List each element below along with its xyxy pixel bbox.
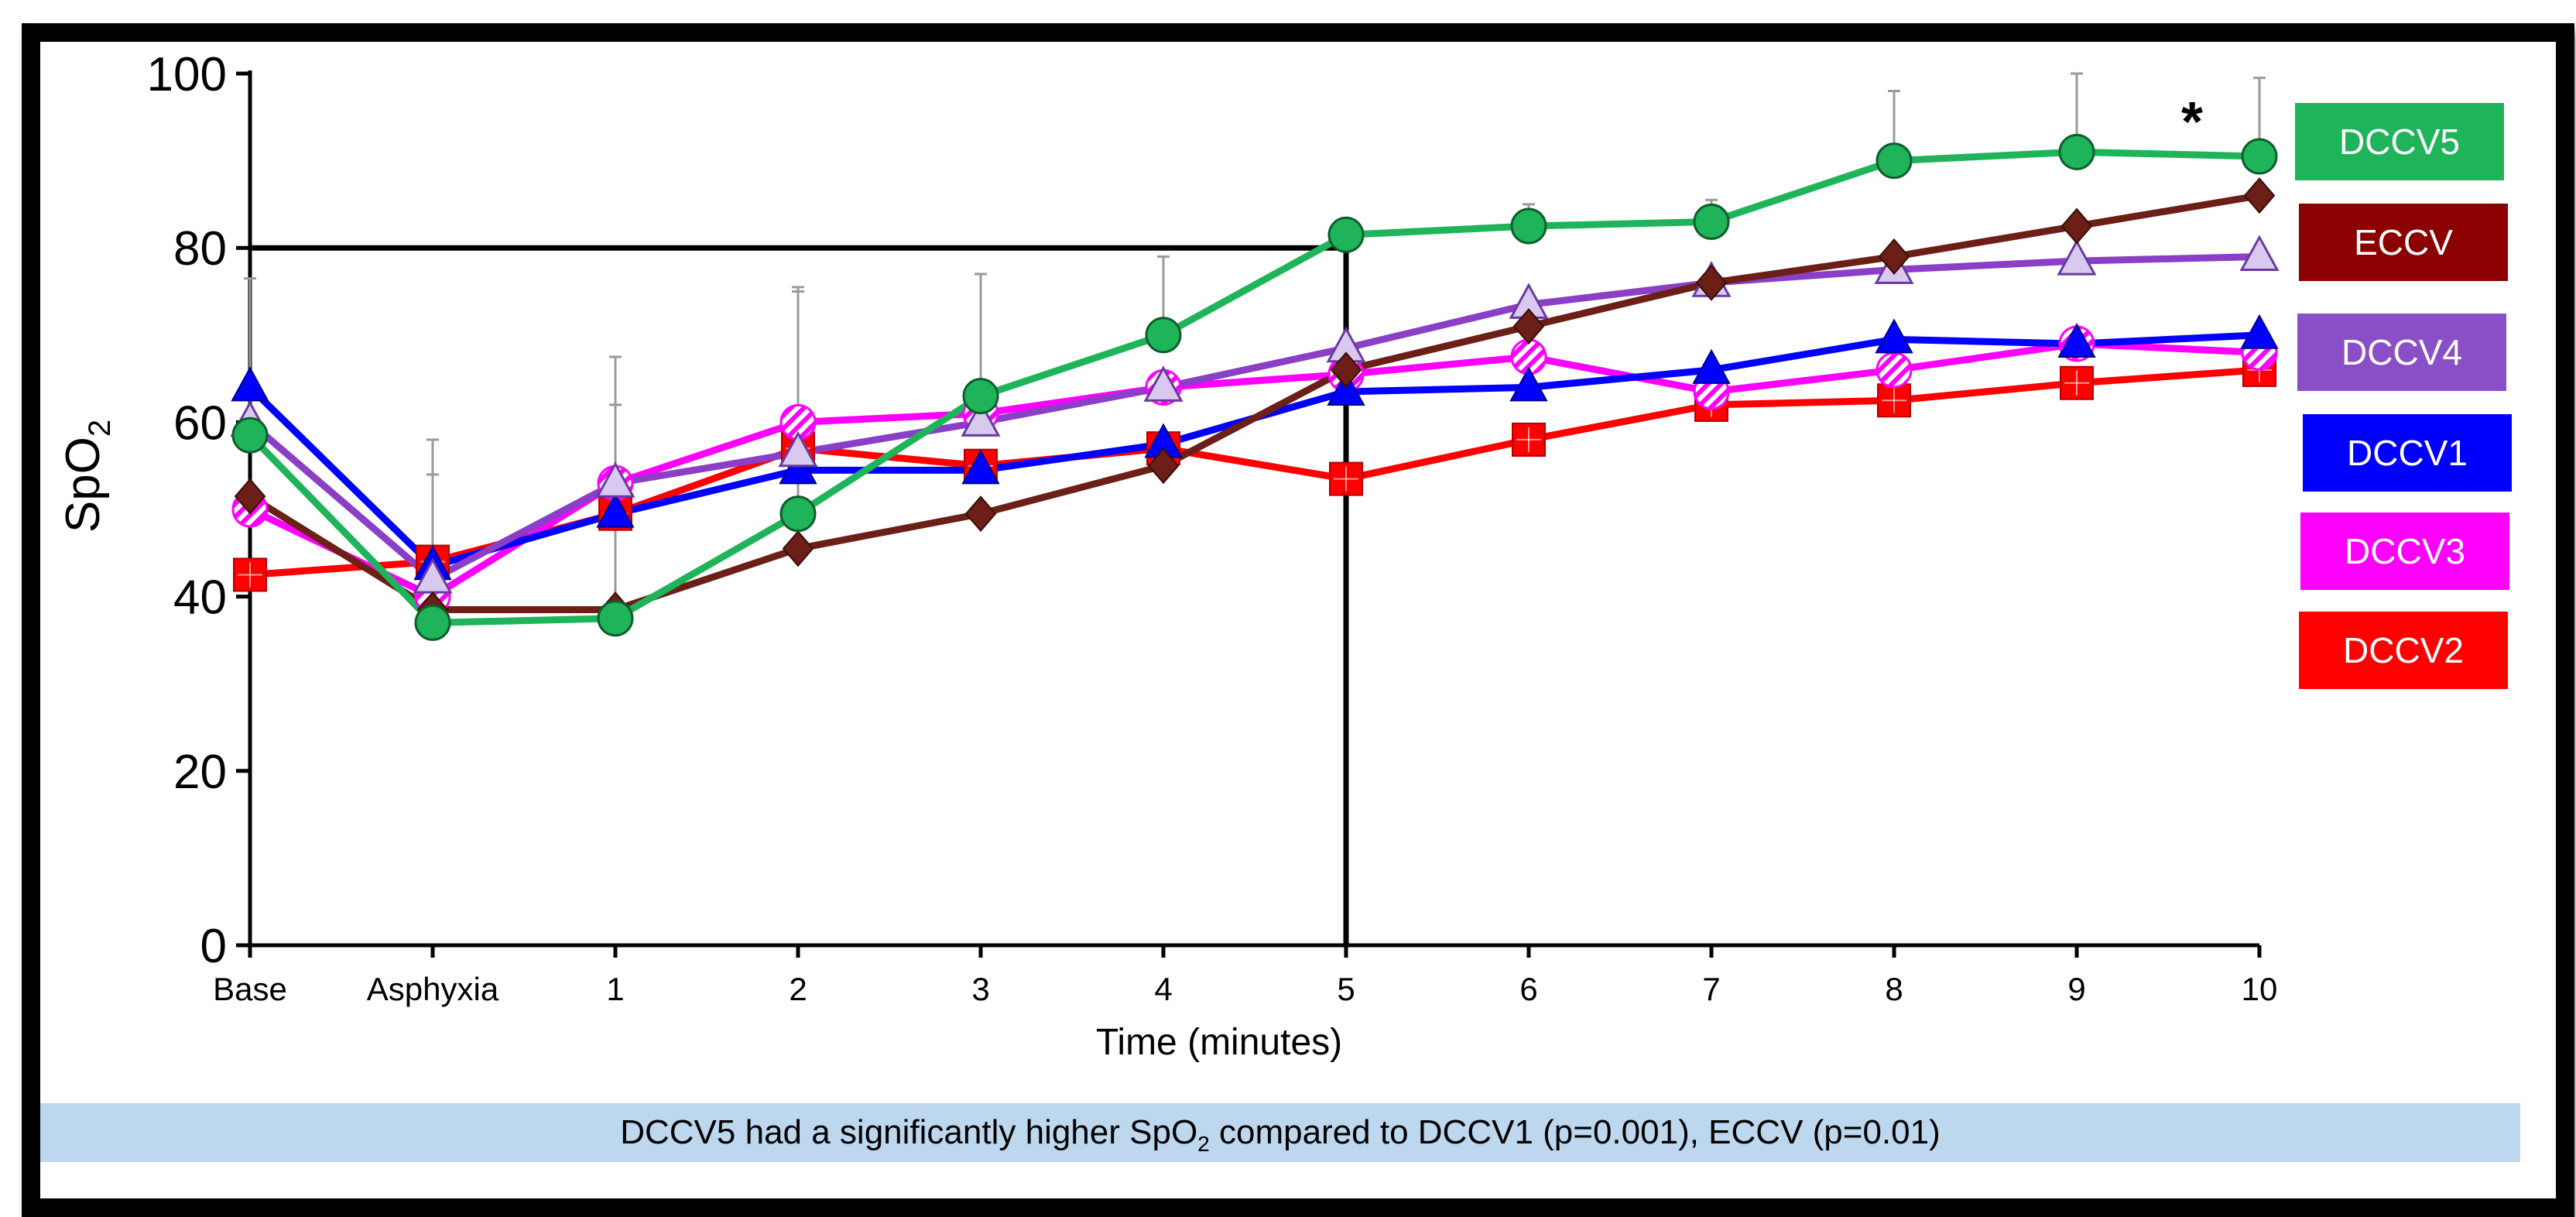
y-axis-label: SpO2 [57, 420, 117, 533]
point-dccv4 [2239, 235, 2280, 271]
point-dccv5 [2058, 133, 2095, 170]
point-eccv [2060, 207, 2093, 245]
y-tick-label: 40 [173, 571, 227, 625]
x-tick-label: 1 [606, 971, 624, 1007]
caption-text-after: compared to DCCV1 (p=0.001), ECCV (p=0.0… [1209, 1113, 1941, 1151]
point-dccv5 [597, 600, 634, 637]
point-dccv5 [962, 378, 999, 415]
point-dccv1 [779, 449, 817, 485]
x-tick-label: 2 [789, 971, 807, 1007]
point-dccv5 [231, 417, 269, 454]
point-dccv4 [1143, 365, 1184, 402]
x-tick-label: 3 [971, 971, 989, 1007]
point-dccv1 [2057, 322, 2096, 358]
point-eccv [1695, 264, 1728, 301]
series-line-dccv5 [247, 148, 2260, 626]
series-line-eccv [248, 192, 2260, 613]
series-line-dccv2 [249, 366, 2260, 578]
point-eccv [1512, 308, 1545, 345]
point-dccv4 [961, 400, 1001, 437]
point-eccv [964, 495, 997, 533]
point-dccv1 [1692, 348, 1731, 384]
point-dccv4 [2057, 238, 2097, 276]
legend-item-dccv3: DCCV3 [2300, 513, 2509, 590]
y-tick-label: 0 [200, 920, 227, 973]
point-dccv1 [1875, 318, 1913, 354]
point-eccv [1147, 447, 1180, 485]
x-tick-label: Asphyxia [367, 971, 499, 1007]
legend-item-dccv2: DCCV2 [2299, 612, 2508, 689]
x-tick-label: 8 [1885, 971, 1903, 1007]
point-eccv [234, 478, 266, 515]
point-dccv3 [1875, 351, 1913, 389]
point-dccv4 [595, 461, 635, 498]
point-dccv5 [1145, 317, 1182, 354]
point-dccv5 [1327, 216, 1365, 253]
legend-item-dccv4: DCCV4 [2297, 314, 2506, 391]
point-dccv5 [779, 495, 817, 533]
point-dccv1 [2240, 314, 2279, 349]
series-markers [230, 133, 2280, 641]
point-dccv5 [1875, 142, 1913, 180]
x-tick-label: 9 [2067, 971, 2085, 1007]
point-eccv [1330, 351, 1362, 389]
point-dccv1 [1327, 370, 1365, 406]
point-dccv1 [961, 449, 1000, 485]
series-line-dccv4 [248, 252, 2260, 583]
point-eccv [1878, 238, 1910, 275]
point-dccv5 [414, 604, 451, 641]
point-dccv5 [1510, 207, 1547, 245]
x-tick-label: 6 [1519, 971, 1537, 1007]
y-tick-label: 20 [173, 746, 227, 799]
point-eccv [2243, 177, 2276, 214]
series-lines [247, 148, 2260, 626]
x-tick-label: Base [213, 971, 287, 1007]
x-tick-label: 4 [1154, 971, 1172, 1007]
legend-item-dccv5: DCCV5 [2295, 103, 2504, 180]
significance-asterisk: * [2181, 91, 2203, 153]
point-dccv1 [596, 492, 635, 528]
caption-banner: DCCV5 had a significantly higher SpO2 co… [40, 1103, 2520, 1162]
x-tick-label: 7 [1702, 971, 1720, 1007]
y-tick-label: 60 [173, 396, 227, 450]
y-tick-label: 80 [173, 222, 227, 276]
legend-item-eccv: ECCV [2299, 204, 2508, 281]
point-eccv [782, 530, 814, 567]
legend-item-dccv1: DCCV1 [2303, 414, 2512, 492]
x-tick-label: 10 [2242, 971, 2278, 1007]
axes: 0 20 40 60 80 100 Base Asphyxia 1 2 3 4 5 6 7 8 9 10 [147, 48, 2278, 1007]
point-dccv4 [778, 430, 818, 468]
point-dccv5 [1693, 203, 1730, 240]
series-line-dccv3 [248, 340, 2260, 601]
point-dccv5 [2241, 138, 2278, 175]
y-tick-label: 100 [147, 48, 227, 101]
point-dccv1 [231, 366, 269, 402]
point-dccv1 [1509, 366, 1548, 402]
caption-text-before: DCCV5 had a significantly higher SpO [620, 1113, 1198, 1151]
x-axis-label: Time (minutes) [1096, 1022, 1342, 1063]
caption-text-sub: 2 [1197, 1131, 1210, 1156]
x-tick-label: 5 [1337, 971, 1355, 1007]
